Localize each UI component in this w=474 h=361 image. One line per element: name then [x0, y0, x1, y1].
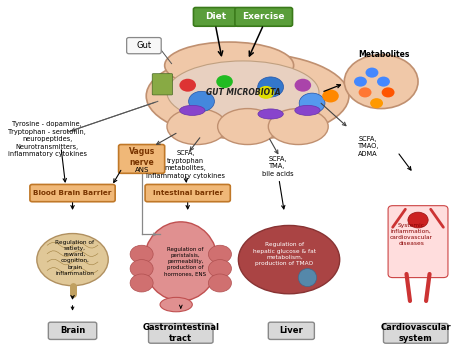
Circle shape: [216, 75, 233, 88]
Circle shape: [382, 87, 394, 97]
Text: SCFA,
TMAO,
ADMA: SCFA, TMAO, ADMA: [357, 136, 379, 157]
Text: Exercise: Exercise: [243, 12, 285, 21]
Text: Regulation of
satiety,
reward,
cognition,
brain
inflammation: Regulation of satiety, reward, cognition…: [55, 240, 94, 276]
Ellipse shape: [238, 226, 340, 294]
FancyBboxPatch shape: [127, 38, 161, 54]
FancyBboxPatch shape: [30, 184, 115, 202]
FancyBboxPatch shape: [148, 323, 213, 343]
Circle shape: [322, 90, 339, 103]
Circle shape: [299, 93, 325, 113]
Ellipse shape: [295, 105, 320, 116]
Circle shape: [359, 87, 372, 97]
Text: Metabolites: Metabolites: [358, 50, 409, 59]
Circle shape: [130, 260, 153, 278]
Text: Vagus
nerve: Vagus nerve: [128, 147, 155, 167]
Text: Cardiovascular
system: Cardiovascular system: [381, 323, 451, 343]
Circle shape: [130, 245, 153, 263]
Text: GUT MICROBIOTA: GUT MICROBIOTA: [206, 88, 280, 97]
Ellipse shape: [144, 222, 218, 301]
Text: SCFA,
TMA,
bile acids: SCFA, TMA, bile acids: [262, 156, 293, 177]
Ellipse shape: [268, 109, 328, 144]
Text: Blood Brain Barrier: Blood Brain Barrier: [33, 190, 112, 196]
Circle shape: [365, 68, 378, 78]
Circle shape: [354, 77, 367, 87]
Text: Intestinal barrier: Intestinal barrier: [153, 190, 223, 196]
Circle shape: [130, 274, 153, 292]
Text: Regulation of
peristalsis,
permeability,
production of
hormones, ENS: Regulation of peristalsis, permeability,…: [164, 247, 207, 276]
Circle shape: [179, 79, 196, 92]
Circle shape: [294, 79, 311, 92]
Circle shape: [258, 77, 283, 97]
Ellipse shape: [298, 269, 317, 287]
FancyBboxPatch shape: [118, 144, 164, 173]
FancyBboxPatch shape: [145, 184, 230, 202]
Ellipse shape: [160, 297, 192, 312]
Ellipse shape: [180, 105, 205, 116]
Circle shape: [209, 274, 231, 292]
Text: Systemic
inflammation,
cardiovascular
diseases: Systemic inflammation, cardiovascular di…: [390, 223, 433, 246]
Circle shape: [189, 91, 214, 112]
Ellipse shape: [167, 109, 227, 144]
Text: Diet: Diet: [205, 12, 226, 21]
Circle shape: [209, 260, 231, 278]
Text: Tyrosine - dopamine,
Tryptophan - serotonin,
neuropeptides,
Neurotransmitters,
i: Tyrosine - dopamine, Tryptophan - seroto…: [8, 121, 87, 157]
FancyBboxPatch shape: [388, 206, 448, 278]
FancyBboxPatch shape: [383, 323, 448, 343]
Text: Gastrointestinal
tract: Gastrointestinal tract: [142, 323, 219, 343]
Ellipse shape: [344, 55, 418, 109]
Text: Brain: Brain: [60, 326, 85, 335]
Ellipse shape: [146, 53, 349, 139]
FancyBboxPatch shape: [152, 74, 173, 95]
Circle shape: [408, 212, 428, 228]
Ellipse shape: [37, 234, 108, 286]
Text: ANS: ANS: [135, 168, 149, 173]
Ellipse shape: [164, 42, 294, 89]
Circle shape: [370, 98, 383, 108]
Circle shape: [377, 77, 390, 87]
Ellipse shape: [218, 109, 277, 144]
FancyBboxPatch shape: [268, 322, 314, 339]
Circle shape: [258, 86, 274, 99]
Ellipse shape: [167, 61, 319, 124]
Ellipse shape: [258, 109, 283, 119]
FancyBboxPatch shape: [235, 8, 292, 26]
Text: Regulation of
hepatic glucose & fat
metabolism,
production of TMAO: Regulation of hepatic glucose & fat meta…: [253, 243, 316, 266]
Circle shape: [209, 245, 231, 263]
Text: Gut: Gut: [137, 41, 152, 50]
Text: Liver: Liver: [280, 326, 303, 335]
FancyBboxPatch shape: [193, 8, 237, 26]
Text: SCFA,
tryptophan
metabolites,
inflammatory cytokines: SCFA, tryptophan metabolites, inflammato…: [146, 150, 225, 179]
FancyBboxPatch shape: [48, 322, 97, 339]
